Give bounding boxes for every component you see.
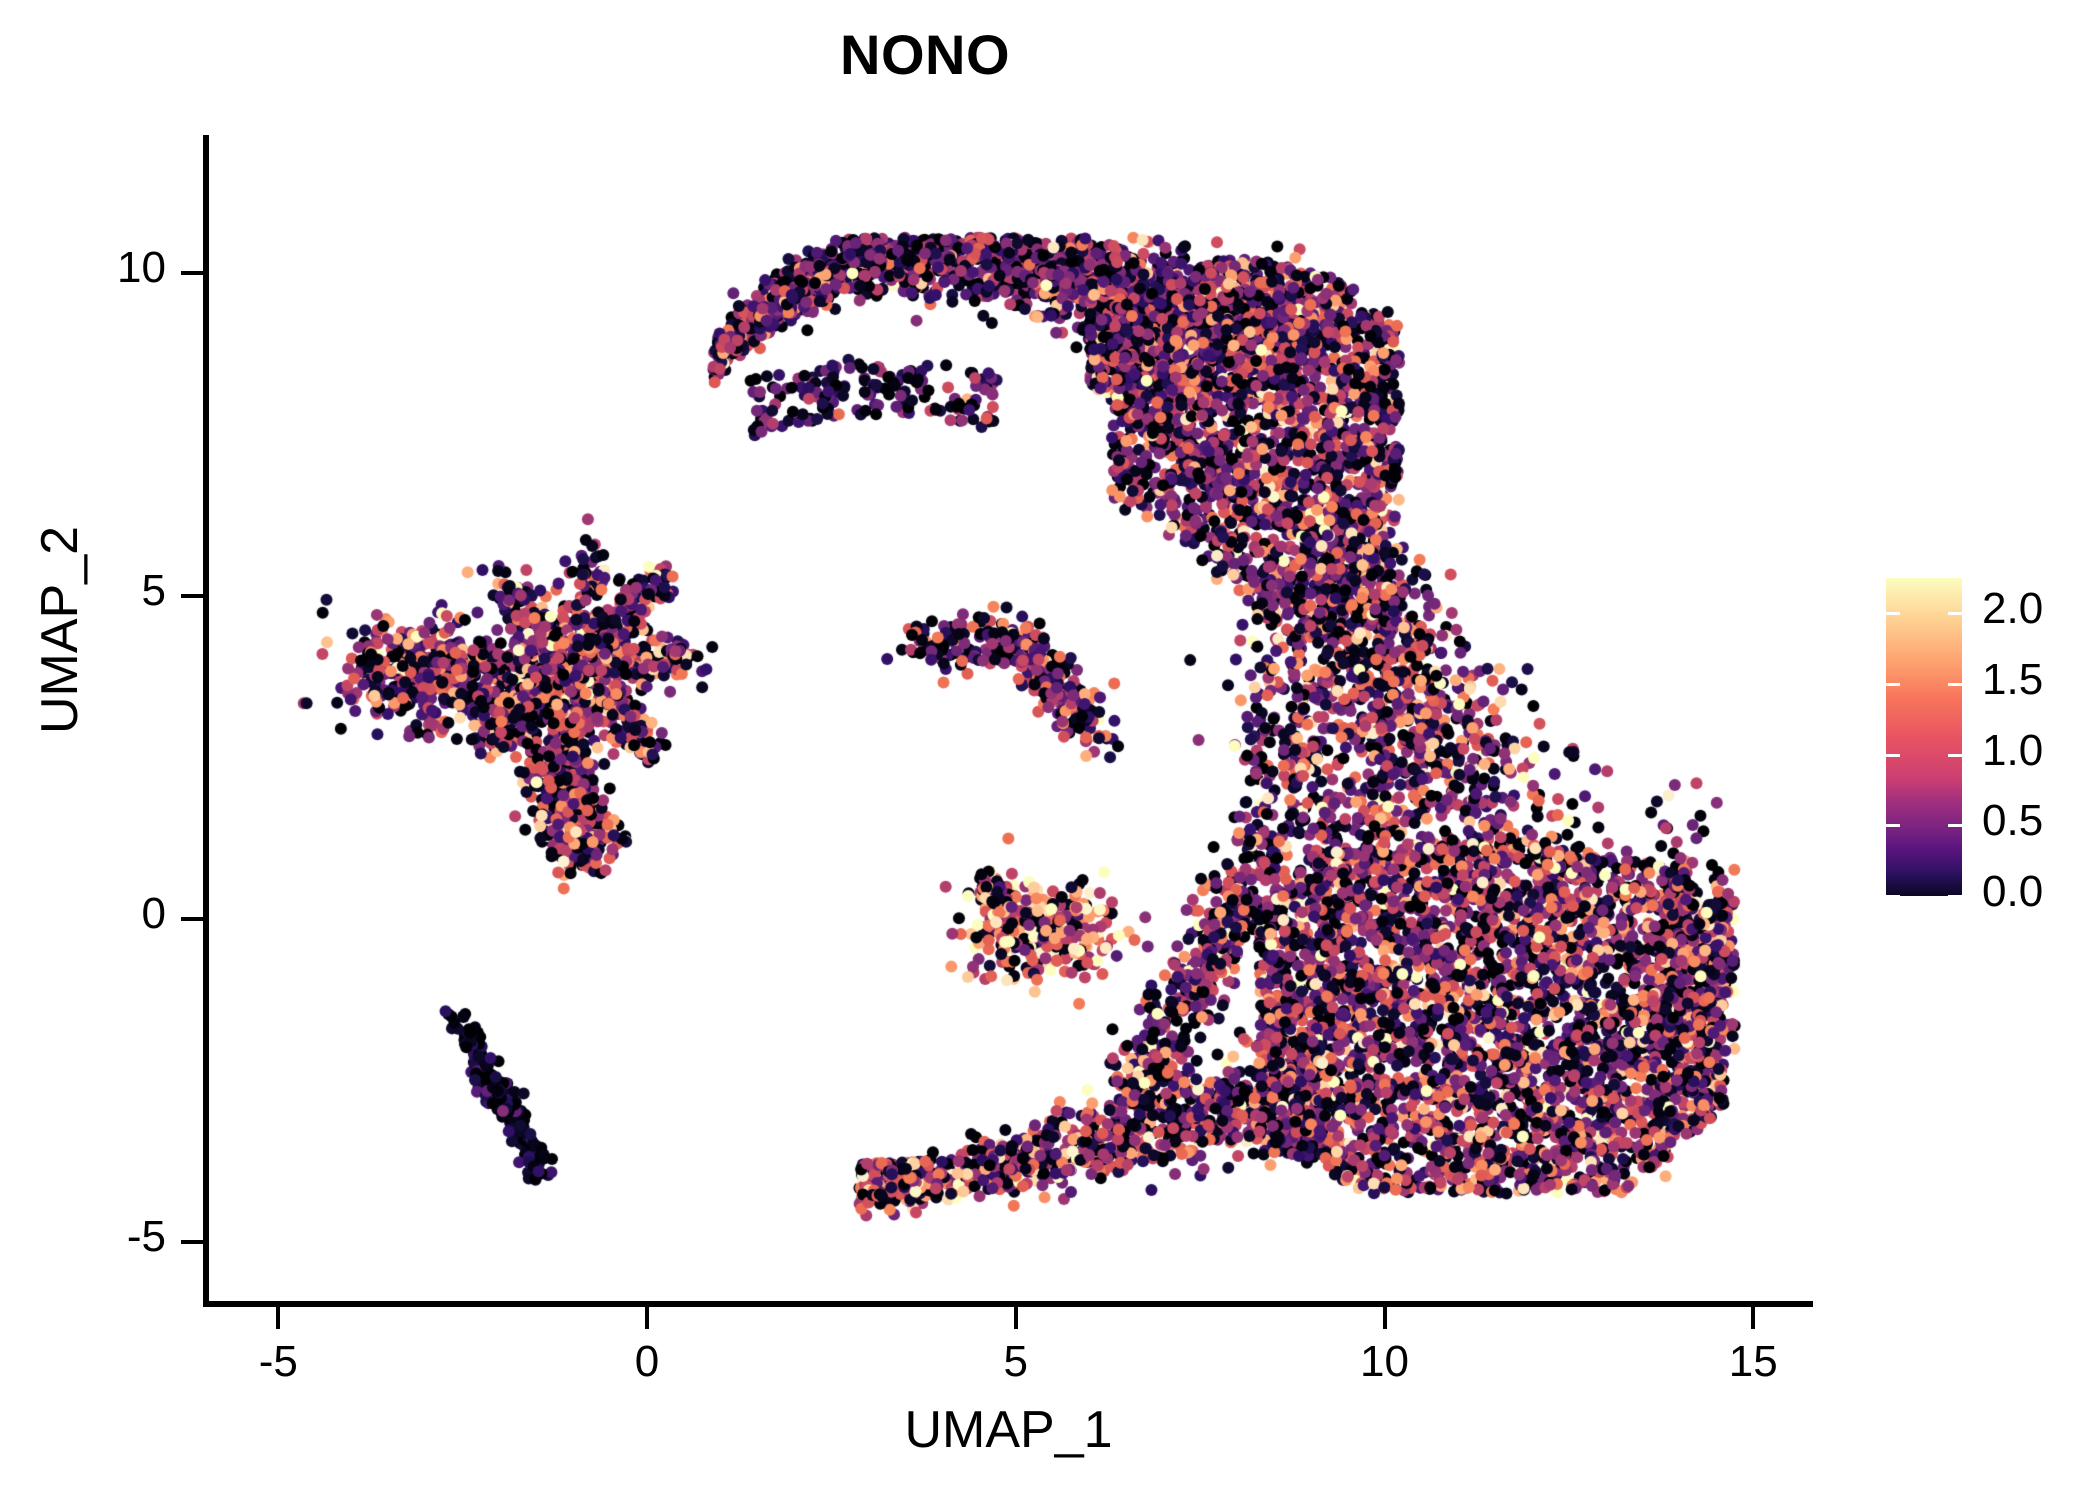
page-title: NONO: [840, 23, 1010, 86]
y-tick-mark: [181, 271, 203, 275]
colorbar-tick-label: 0.0: [1982, 867, 2044, 916]
y-tick-label: -5: [126, 1212, 166, 1261]
x-tick-mark: [1013, 1307, 1018, 1329]
colorbar-tick-label: 0.5: [1982, 796, 2044, 846]
scatter-layer: [206, 135, 1811, 1303]
x-tick-label: 5: [1003, 1337, 1028, 1386]
colorbar-legend: 0.0 0.5 1.0 1.5 2.0: [1886, 578, 2043, 916]
colorbar-tick-mark: [1886, 895, 1900, 898]
colorbar-tick-mark: [1886, 612, 1900, 616]
colorbar-tick-mark: [1948, 824, 1962, 828]
colorbar-tick-mark: [1948, 612, 1962, 616]
y-axis-label: UMAP_2: [31, 525, 89, 735]
colorbar-gradient: [1886, 578, 1962, 898]
x-axis-label: UMAP_1: [904, 1401, 1113, 1459]
y-tick-label: 0: [141, 889, 166, 938]
y-tick-mark: [181, 1240, 203, 1244]
scatter-plot-canvas: [206, 135, 1811, 1303]
y-tick-mark: [181, 917, 203, 921]
x-tick-mark: [645, 1307, 649, 1329]
y-tick-label: 10: [117, 243, 166, 292]
x-tick-label: -5: [258, 1337, 298, 1386]
colorbar-tick-mark: [1886, 683, 1900, 686]
colorbar-tick-mark: [1886, 753, 1900, 757]
colorbar-tick-mark: [1886, 824, 1900, 828]
y-axis-label-wrapper: UMAP_2: [30, 230, 90, 1030]
colorbar-tick-mark: [1948, 683, 1962, 686]
x-tick-label: 15: [1728, 1337, 1778, 1386]
x-tick-label: 0: [634, 1337, 660, 1386]
colorbar-tick-mark: [1948, 895, 1962, 898]
y-axis-line: [203, 135, 209, 1307]
x-axis-line: [203, 1301, 1813, 1307]
colorbar-tick-label: 1.5: [1982, 655, 2044, 704]
y-tick-label: 5: [141, 566, 166, 615]
colorbar-tick-label: 1.0: [1982, 725, 2044, 775]
x-tick-mark: [1382, 1307, 1387, 1329]
colorbar-tick-label: 2.0: [1982, 584, 2044, 634]
x-tick-mark: [276, 1307, 281, 1329]
plot-panel: [206, 135, 1811, 1303]
x-tick-label: 10: [1360, 1337, 1409, 1386]
colorbar-tick-mark: [1948, 753, 1962, 757]
y-tick-mark: [181, 594, 203, 598]
x-tick-mark: [1751, 1307, 1756, 1329]
